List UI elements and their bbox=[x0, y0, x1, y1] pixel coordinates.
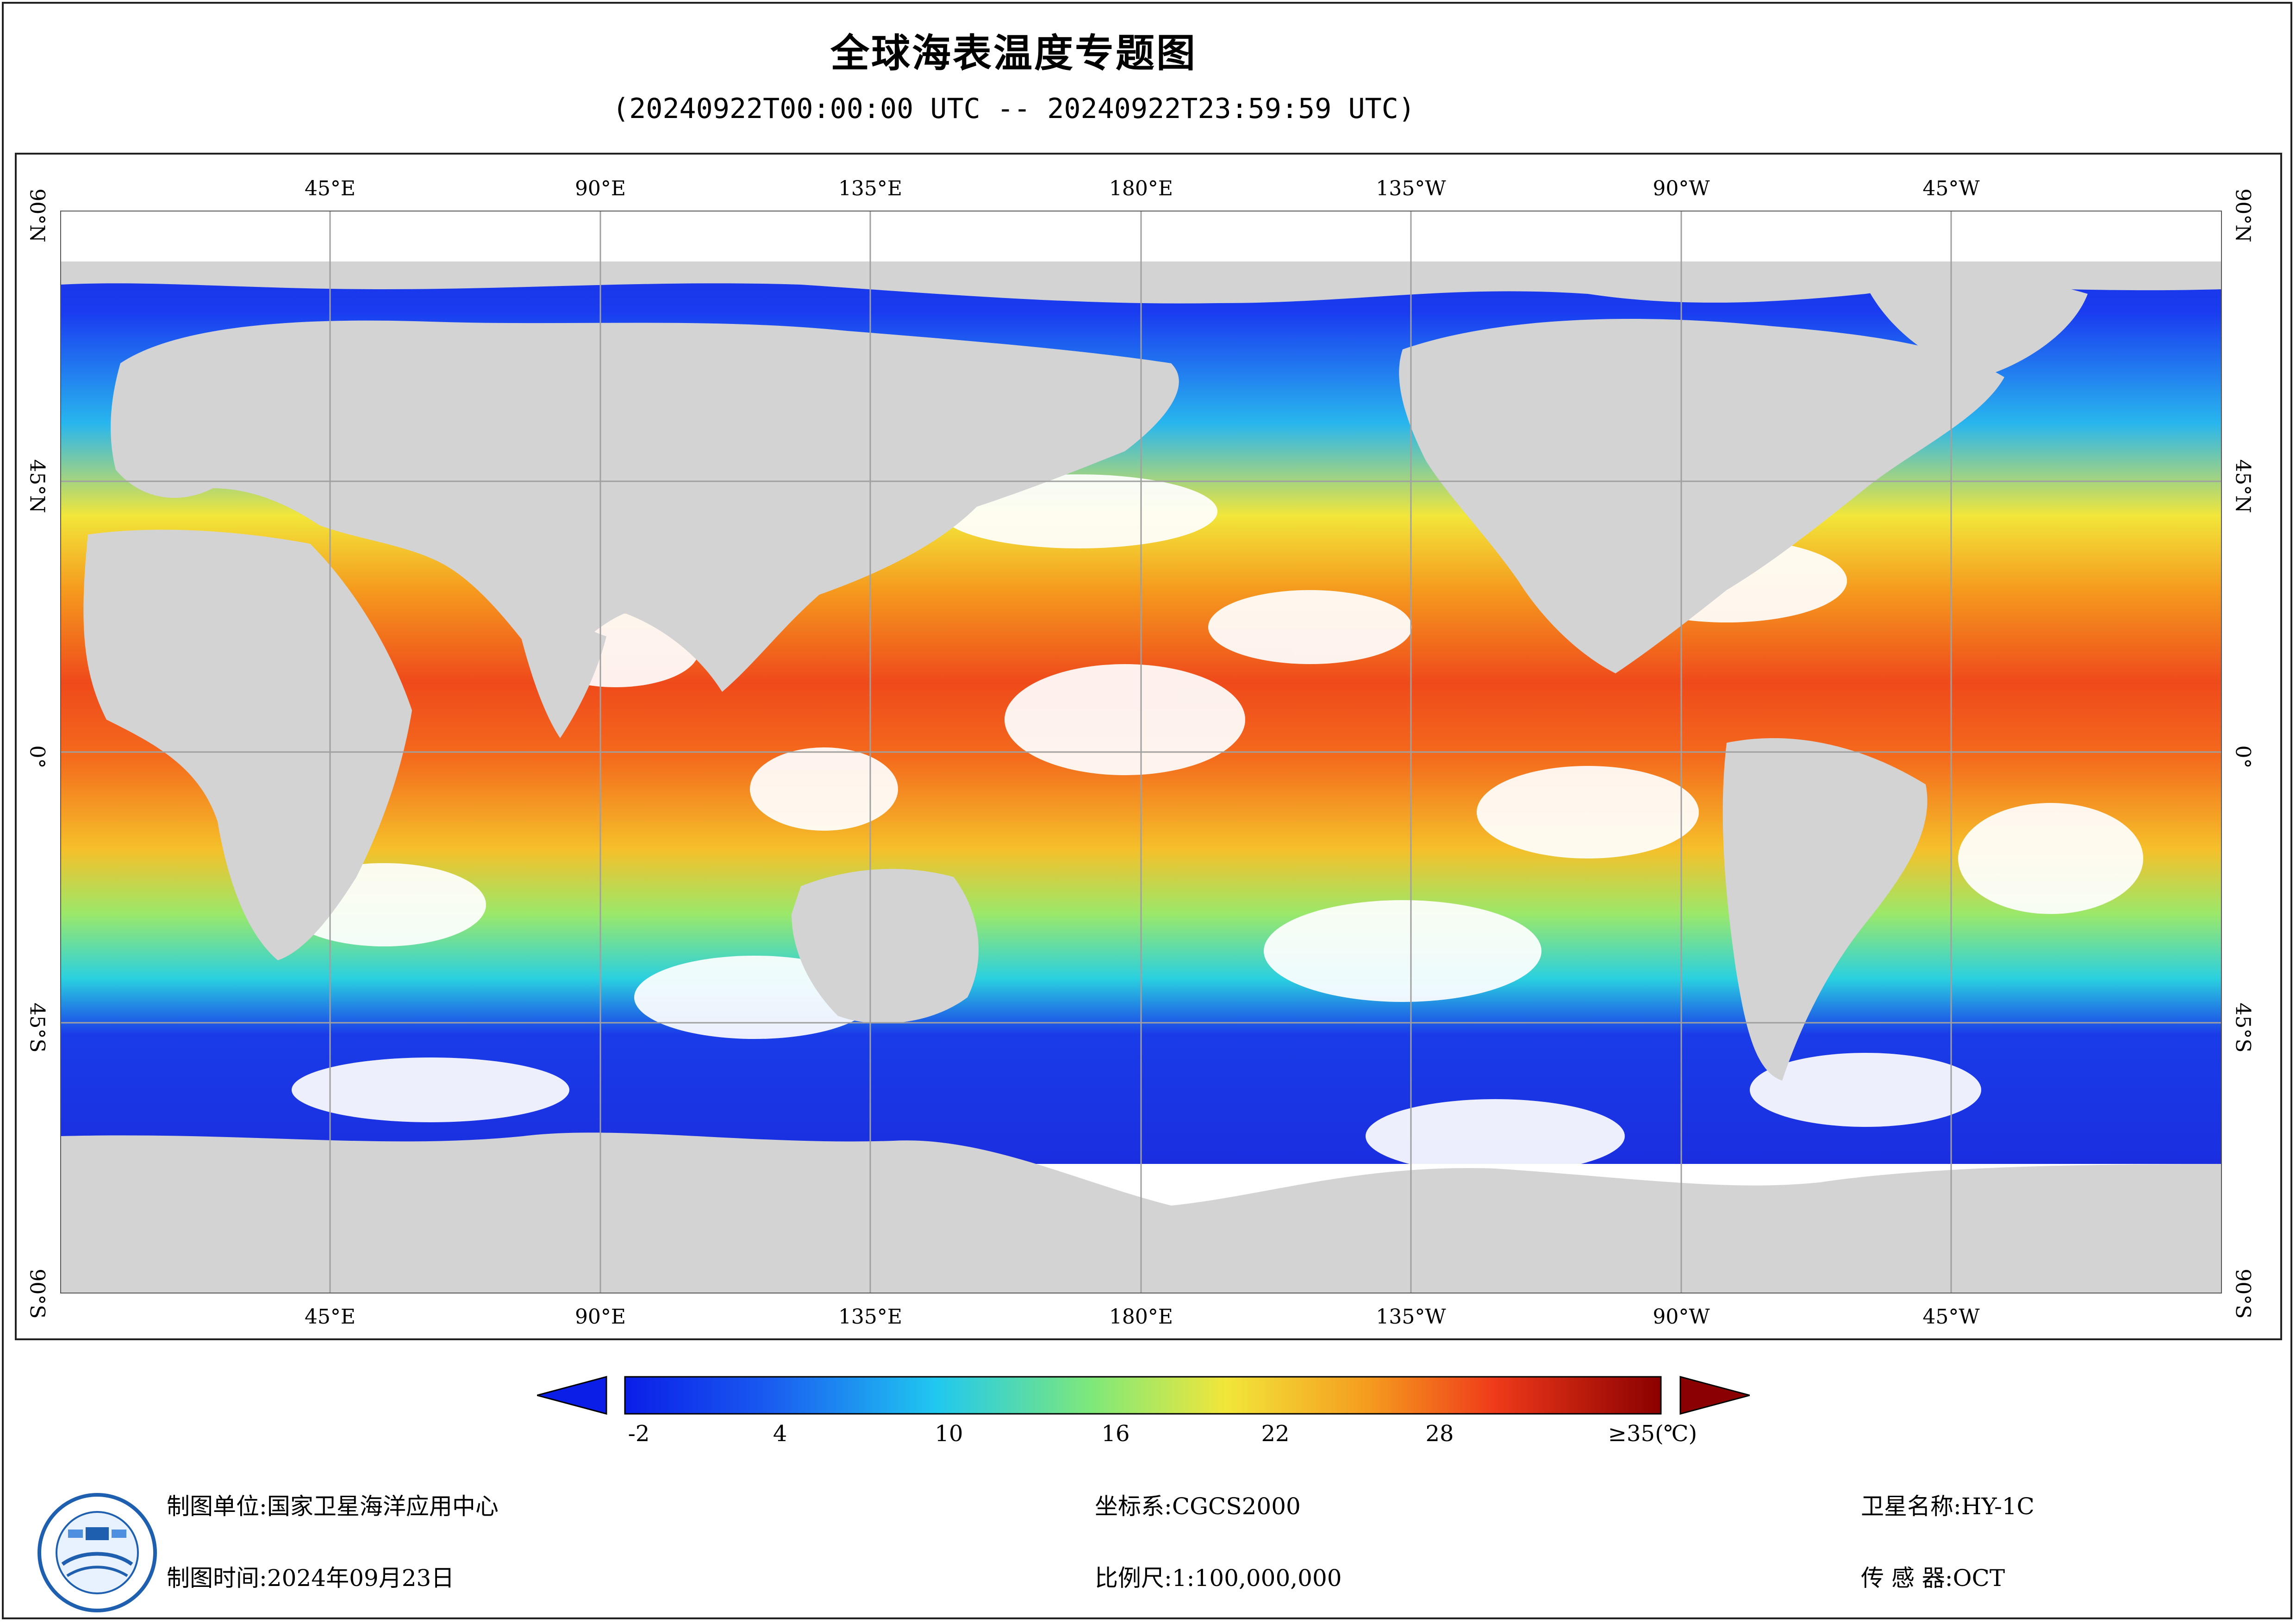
lon-tick-bottom: 180°E bbox=[1109, 1305, 1173, 1329]
lon-tick-bottom: 135°E bbox=[838, 1305, 903, 1329]
lon-tick-top: 180°E bbox=[1109, 177, 1173, 200]
lat-tick-right: 0° bbox=[2231, 745, 2255, 769]
lon-tick-top: 90°E bbox=[574, 177, 626, 200]
lat-tick-right: 45°N bbox=[2231, 459, 2255, 513]
map-title: 全球海表温度专题图 bbox=[830, 31, 1197, 76]
lat-tick-left: 90°N bbox=[25, 188, 49, 243]
lon-tick-bottom: 45°E bbox=[304, 1305, 356, 1329]
nsoas-logo-icon bbox=[37, 1493, 157, 1612]
lat-tick-right: 90°N bbox=[2231, 188, 2255, 243]
time-range: (20240922T00:00:00 UTC -- 20240922T23:59… bbox=[612, 93, 1415, 125]
greenland-land bbox=[1866, 276, 2088, 377]
graticule bbox=[60, 211, 2222, 1293]
lat-tick-left: 0° bbox=[25, 745, 49, 769]
legend-min-arrow bbox=[537, 1376, 607, 1415]
sensor-label: 传 感 器: bbox=[1861, 1565, 1953, 1592]
australia-land bbox=[792, 869, 979, 1024]
north-america-land bbox=[1399, 319, 2004, 673]
lat-tick-right: 45°S bbox=[2231, 1002, 2255, 1053]
crs-label: 坐标系: bbox=[1095, 1493, 1172, 1520]
scale-label: 比例尺: bbox=[1095, 1565, 1172, 1592]
lat-tick-right: 90°S bbox=[2231, 1269, 2255, 1319]
producer-label: 制图单位: bbox=[167, 1493, 267, 1520]
lon-tick-bottom: 90°E bbox=[574, 1305, 626, 1329]
satellite-label: 卫星名称: bbox=[1861, 1493, 1961, 1520]
lon-tick-bottom: 135°W bbox=[1376, 1305, 1446, 1329]
lon-tick-top: 45°W bbox=[1922, 177, 1980, 200]
legend-max-arrow bbox=[1679, 1376, 1750, 1415]
map-frame bbox=[15, 153, 2282, 1340]
date-label: 制图时间: bbox=[167, 1565, 267, 1592]
eurasia-land bbox=[111, 320, 1179, 692]
legend-tick-label: 22 bbox=[1261, 1421, 1290, 1447]
producer-value: 国家卫星海洋应用中心 bbox=[267, 1493, 499, 1520]
sensor-value: OCT bbox=[1953, 1565, 2005, 1592]
crs-value: CGCS2000 bbox=[1172, 1493, 1301, 1520]
color-legend bbox=[537, 1376, 1750, 1415]
south-america-land bbox=[1722, 738, 1928, 1081]
date-value: 2024年09月23日 bbox=[267, 1565, 455, 1592]
lon-tick-top: 135°W bbox=[1376, 177, 1446, 200]
legend-tick-label: 28 bbox=[1425, 1421, 1454, 1447]
sensor-info: 传 感 器:OCT bbox=[1861, 1560, 2005, 1593]
legend-tick-label: ≥35(℃) bbox=[1608, 1421, 1697, 1447]
lon-tick-bottom: 45°W bbox=[1922, 1305, 1980, 1329]
lon-tick-bottom: 90°W bbox=[1653, 1305, 1710, 1329]
lon-tick-top: 90°W bbox=[1653, 177, 1710, 200]
india-land bbox=[518, 590, 606, 738]
satellite-info: 卫星名称:HY-1C bbox=[1861, 1488, 2034, 1521]
lat-tick-left: 90°S bbox=[25, 1269, 49, 1319]
producer-info: 制图单位:国家卫星海洋应用中心 bbox=[167, 1488, 499, 1521]
lon-tick-top: 135°E bbox=[838, 177, 903, 200]
legend-tick-label: 4 bbox=[773, 1421, 787, 1447]
legend-bar bbox=[624, 1376, 1662, 1415]
scale-value: 1:100,000,000 bbox=[1172, 1565, 1342, 1592]
lat-tick-left: 45°N bbox=[25, 459, 49, 513]
legend-tick-label: 10 bbox=[935, 1421, 963, 1447]
lon-tick-top: 45°E bbox=[304, 177, 356, 200]
legend-tick-label: 16 bbox=[1101, 1421, 1130, 1447]
crs-info: 坐标系:CGCS2000 bbox=[1095, 1488, 1301, 1521]
date-info: 制图时间:2024年09月23日 bbox=[167, 1560, 454, 1593]
lat-tick-left: 45°S bbox=[25, 1002, 49, 1053]
legend-tick-label: -2 bbox=[628, 1421, 650, 1447]
sst-map[interactable] bbox=[60, 211, 2222, 1293]
scale-info: 比例尺:1:100,000,000 bbox=[1095, 1560, 1342, 1593]
satellite-value: HY-1C bbox=[1961, 1493, 2034, 1520]
